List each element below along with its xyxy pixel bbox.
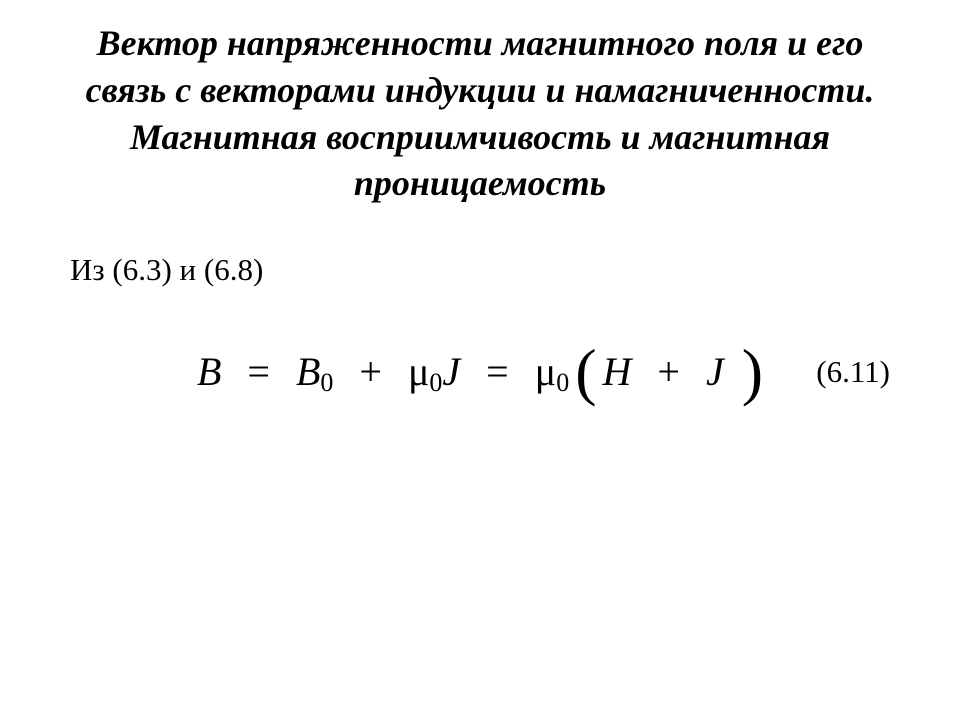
term-mu0: μ0	[535, 348, 569, 395]
var-J-1: J	[442, 348, 460, 395]
term-H: H	[603, 348, 632, 395]
equals-1: =	[247, 348, 270, 395]
var-mu0-2: 0	[556, 368, 569, 398]
var-B: B	[197, 348, 221, 395]
var-H: H	[603, 348, 632, 395]
plus-1: +	[359, 348, 382, 395]
plus-2: +	[657, 348, 680, 395]
equation-number: (6.11)	[816, 354, 890, 390]
var-mu-2: μ	[535, 348, 556, 395]
term-J: J	[706, 348, 724, 395]
equation-row: B = B0 + μ0J = μ0 ( H + J ) (6.11)	[70, 348, 890, 395]
equation: B = B0 + μ0J = μ0 ( H + J )	[197, 348, 763, 395]
term-mu0J: μ0J	[408, 348, 460, 395]
term-B: B	[197, 348, 221, 395]
reference-text: Из (6.3) и (6.8)	[70, 252, 890, 288]
var-mu-1: μ	[408, 348, 429, 395]
var-J-2: J	[706, 348, 724, 395]
right-paren: )	[742, 356, 763, 388]
left-paren: (	[575, 356, 596, 388]
term-B0: B0	[296, 348, 333, 395]
section-title: Вектор напряженности магнитного поля и е…	[70, 20, 890, 207]
var-B0-0: 0	[320, 368, 333, 398]
var-mu0-1: 0	[429, 368, 442, 398]
var-B0-B: B	[296, 348, 320, 395]
equals-2: =	[486, 348, 509, 395]
